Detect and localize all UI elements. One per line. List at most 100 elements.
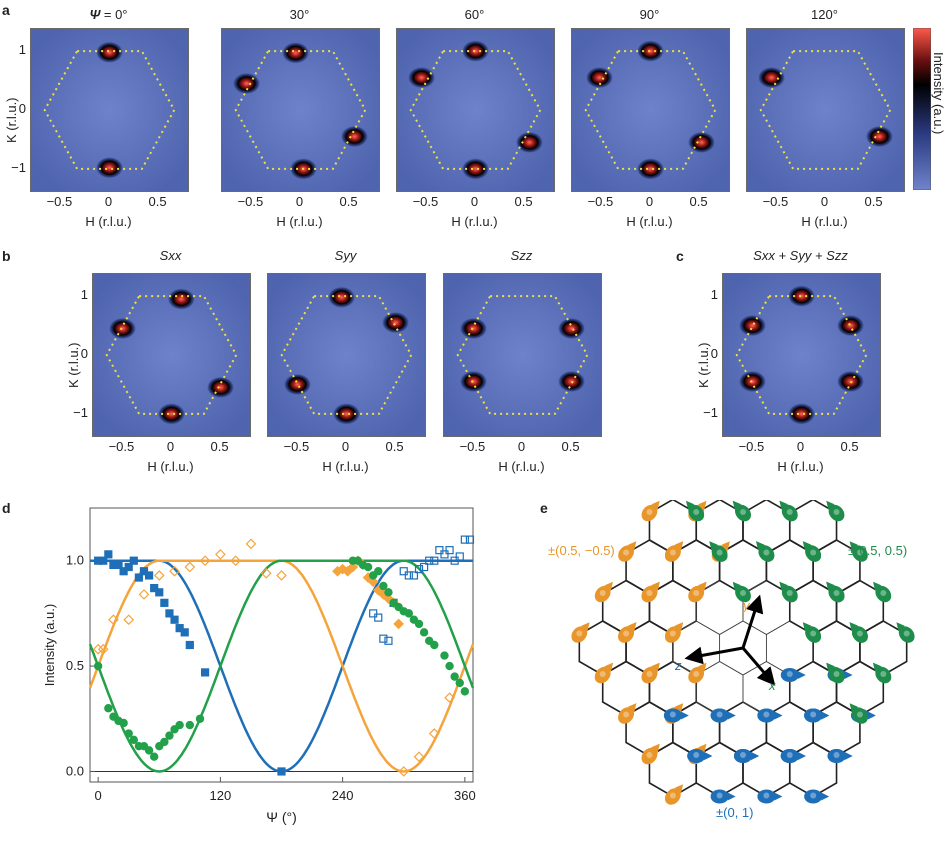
data-point — [201, 668, 210, 677]
k-tick-label: 1 — [710, 287, 718, 303]
data-point — [414, 565, 424, 574]
spin-arrow — [756, 541, 775, 562]
honeycomb-cell — [859, 620, 908, 676]
spin-arrow — [664, 784, 684, 805]
spin-arrow — [826, 662, 845, 684]
h-tick-label: 0.5 — [864, 194, 883, 209]
data-point — [160, 598, 169, 607]
spin-arrow — [710, 789, 736, 804]
bragg-spot — [557, 317, 586, 340]
spin-arrow — [663, 708, 689, 723]
data-point — [97, 643, 109, 655]
data-point — [245, 538, 257, 550]
spin-arrow — [664, 622, 684, 643]
model-curve — [88, 559, 475, 773]
data-point — [374, 613, 383, 622]
spin-arrow — [849, 541, 868, 562]
panel-label-e: e — [540, 500, 548, 516]
data-point — [114, 560, 123, 570]
bragg-spot — [327, 286, 356, 309]
data-point — [93, 661, 103, 671]
data-point — [139, 567, 149, 576]
data-point — [428, 728, 440, 739]
intensity-map-image — [444, 274, 601, 436]
spin-arrow — [618, 622, 637, 643]
bragg-spot — [232, 72, 261, 95]
bragg-spot — [167, 288, 196, 311]
psi-symbol: Ψ — [89, 7, 101, 22]
intensity-map — [396, 28, 555, 192]
data-point — [440, 550, 449, 559]
bragg-spot — [787, 402, 816, 425]
h-tick-label: 0 — [645, 194, 654, 209]
h-axis-label: H (r.l.u.) — [147, 459, 194, 474]
bragg-spot — [461, 40, 490, 63]
data-point — [180, 628, 189, 637]
data-point — [138, 589, 150, 600]
panel-a-title: 30° — [289, 7, 310, 22]
spin-arrow — [849, 622, 868, 643]
spin-arrow — [618, 703, 637, 724]
panel-e: y x z — [540, 498, 946, 836]
data-point — [379, 581, 388, 591]
panel-d: 0 120 240 360 0.0 0.5 1.0 Ψ (°) Intensity (a.u.) — [40, 500, 490, 836]
data-point — [119, 718, 128, 728]
data-point — [277, 767, 286, 776]
bragg-spot — [340, 125, 369, 148]
spin-arrow — [594, 662, 613, 684]
data-point — [374, 567, 383, 576]
h-tick-label: 0.5 — [561, 439, 580, 454]
x-tick-label: 360 — [454, 788, 476, 803]
spin-arrow — [757, 708, 783, 723]
h-tick-label: 0.5 — [385, 439, 404, 454]
data-point — [409, 571, 419, 580]
data-point — [404, 609, 414, 618]
bragg-spot — [757, 66, 786, 89]
h-tick-label: −0.5 — [459, 439, 486, 454]
data-point — [384, 636, 393, 645]
spin-arrow — [685, 500, 705, 522]
h-tick-label: 0 — [341, 439, 350, 454]
spin-arrow — [779, 500, 798, 522]
data-point — [419, 628, 429, 637]
h-tick-label: −0.5 — [46, 194, 73, 209]
colorbar-gradient — [912, 27, 932, 191]
data-point — [104, 550, 113, 559]
data-point — [347, 561, 359, 573]
k-axis-label: K (r.l.u.) — [696, 342, 711, 388]
data-point — [398, 766, 410, 777]
panel-b-title: Syy — [334, 248, 357, 263]
intensity-map — [221, 28, 380, 192]
data-point — [184, 561, 196, 573]
x-axis-label: Ψ (°) — [266, 809, 297, 825]
bragg-spot — [95, 41, 124, 64]
label-blue-domain: ±(0, 1) — [716, 805, 754, 820]
data-point — [104, 704, 113, 713]
spin-arrow — [826, 581, 845, 603]
intensity-map-image — [397, 29, 554, 191]
spin-arrow — [804, 789, 830, 804]
data-point — [465, 535, 475, 544]
intensity-map-image — [572, 29, 729, 191]
data-point — [450, 556, 459, 565]
y-tick-label: 0.0 — [66, 763, 84, 778]
axis-label-z: z — [674, 658, 682, 673]
data-point — [144, 571, 154, 580]
data-point — [150, 583, 159, 593]
h-tick-label: 0 — [104, 194, 113, 209]
data-point — [165, 731, 174, 740]
bragg-spot — [206, 376, 235, 399]
h-axis-label: H (r.l.u.) — [322, 459, 369, 474]
spin-arrow — [641, 500, 660, 522]
h-tick-label: 0 — [820, 194, 829, 209]
data-point — [379, 634, 388, 643]
data-point — [134, 573, 143, 582]
data-point — [445, 661, 454, 671]
k-tick-label: 1 — [80, 287, 88, 303]
bragg-spot — [157, 402, 186, 425]
k-tick-label: 0 — [80, 346, 88, 361]
data-point — [149, 752, 159, 761]
h-tick-label: 0.5 — [148, 194, 167, 209]
data-point — [430, 640, 439, 650]
data-point — [215, 549, 226, 560]
